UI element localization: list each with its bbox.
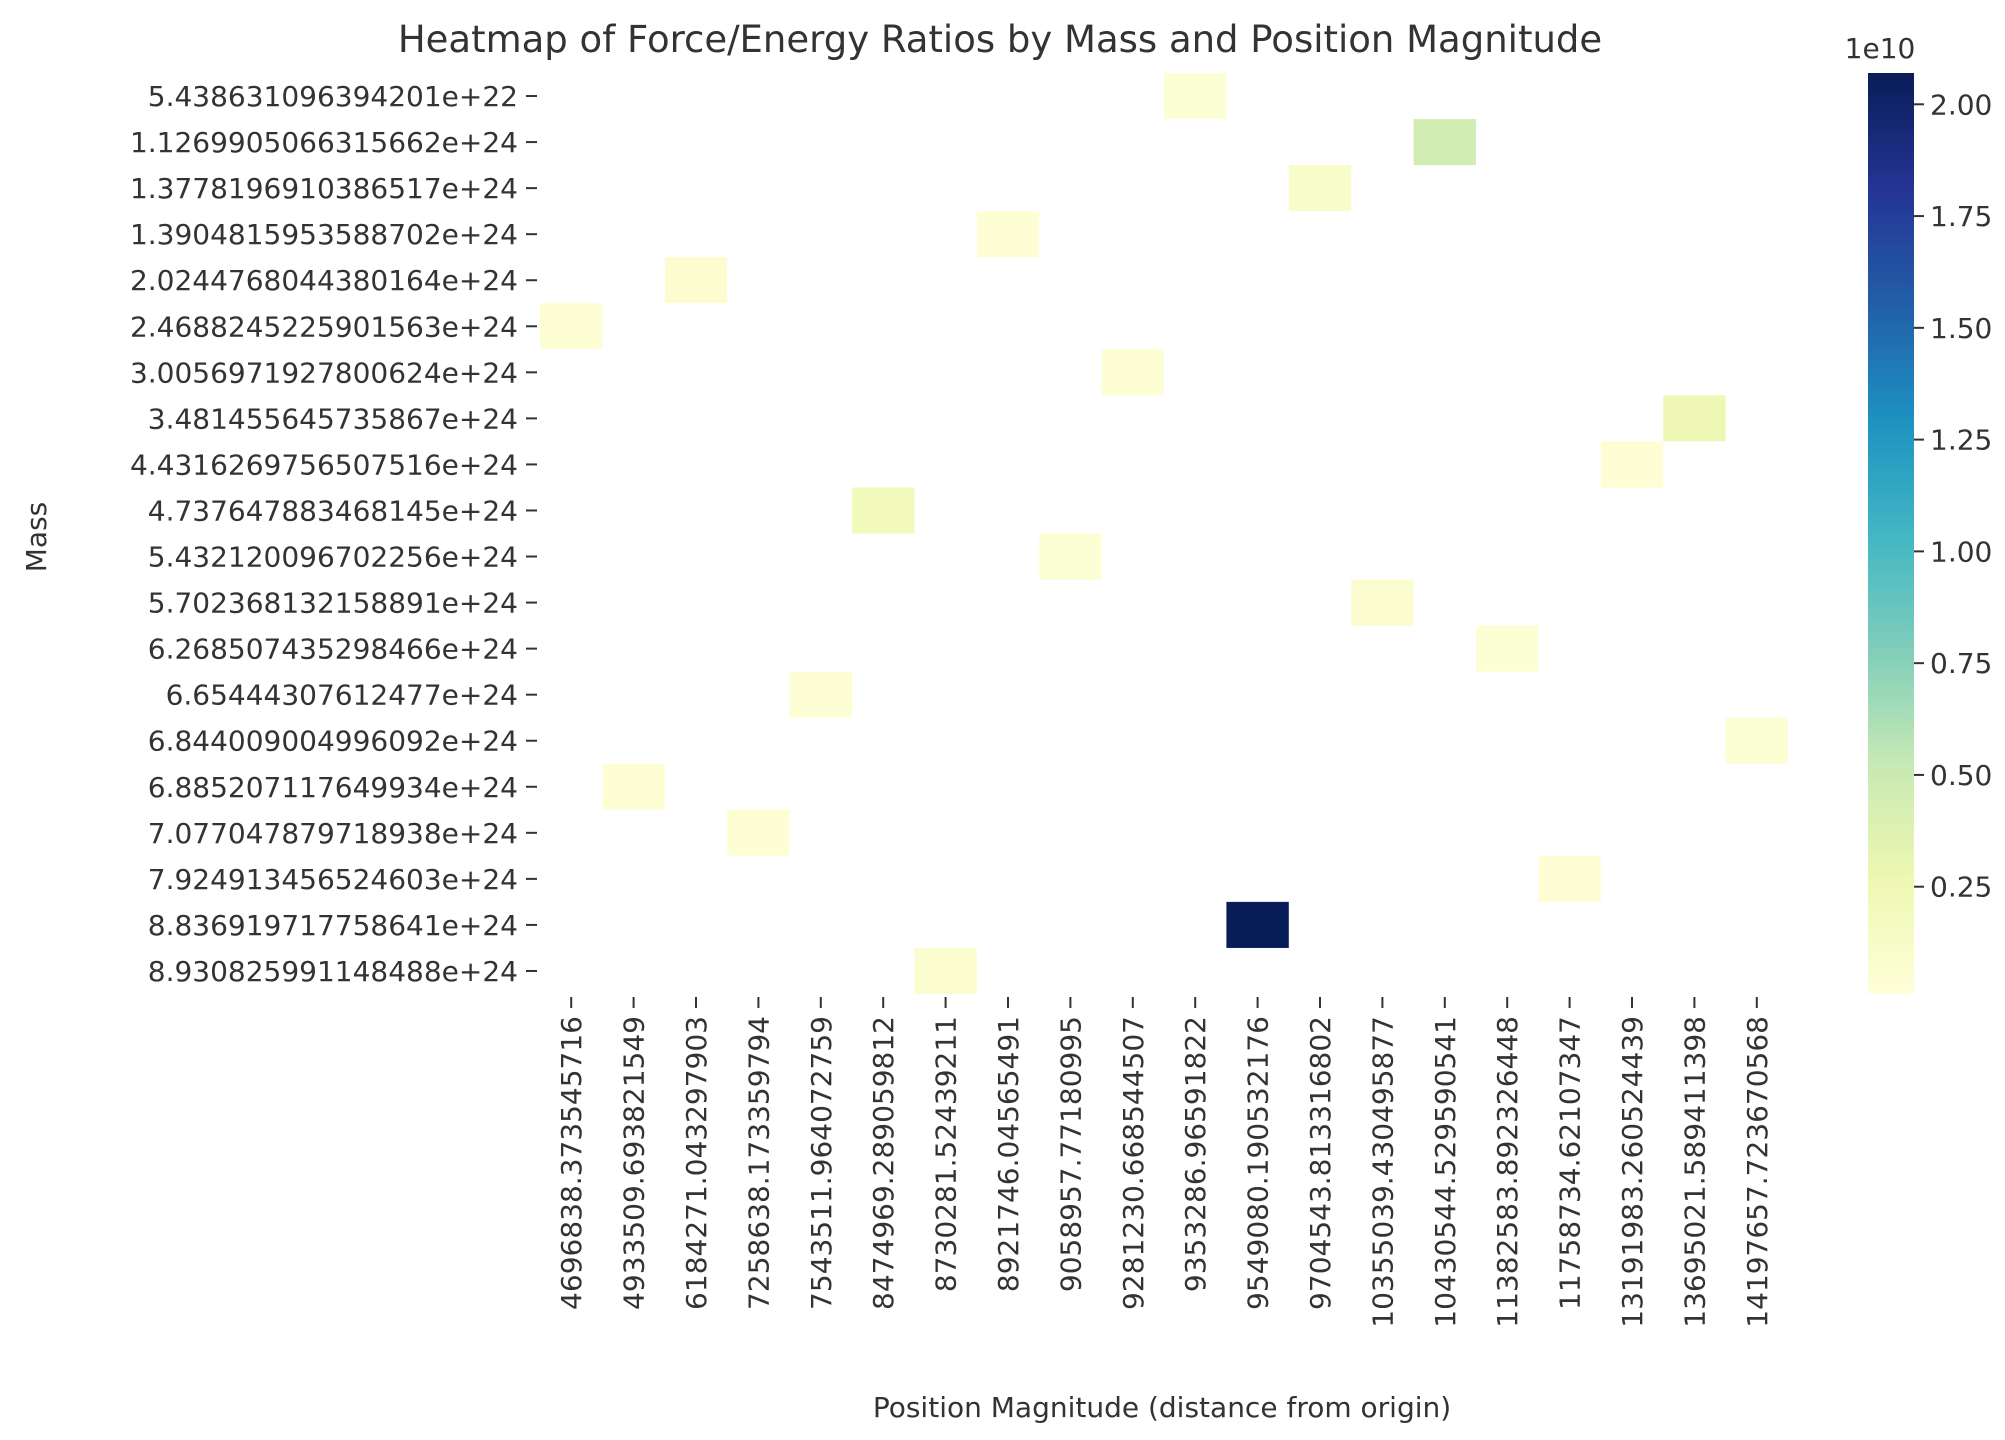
y-tick-label: 6.885207117649934e+24 — [148, 771, 518, 804]
x-tick-label: 9704543.813316802 — [1304, 1016, 1337, 1310]
x-tick-label: 10430544.529590541 — [1429, 1016, 1462, 1328]
x-tick-label: 11758734.62107347 — [1554, 1016, 1587, 1310]
heatmap-cell — [664, 257, 728, 304]
heatmap-cell — [602, 763, 665, 810]
heatmap-cell — [1101, 349, 1164, 396]
x-tick-label: 9353286.96591822 — [1179, 1016, 1212, 1292]
heatmap-cell — [1351, 579, 1414, 626]
heatmap-cell — [1663, 395, 1726, 442]
heatmap-cell — [1476, 625, 1539, 672]
y-tick-label: 5.702368132158891e+24 — [148, 587, 518, 620]
heatmap-cell — [1538, 855, 1601, 902]
y-tick-label: 2.0244768044380164e+24 — [130, 264, 518, 297]
colorbar-offset-label: 1e10 — [1845, 32, 1916, 65]
x-axis-label: Position Magnitude (distance from origin… — [873, 1391, 1451, 1424]
y-tick-label: 5.432120096702256e+24 — [148, 541, 518, 574]
x-tick-label: 9058957.77180995 — [1054, 1016, 1087, 1292]
x-tick-label: 13191983.260524439 — [1616, 1016, 1649, 1328]
heatmap-cell — [1226, 901, 1289, 948]
x-tick-label: 14197657.723670568 — [1741, 1016, 1774, 1328]
heatmap-cell — [852, 487, 915, 534]
x-tick-label: 8921746.04565491 — [992, 1016, 1025, 1292]
colorbar-tick-label: 0.75 — [1930, 647, 1992, 680]
heatmap-cells — [540, 73, 1788, 994]
x-tick-label: 4933509.693821549 — [618, 1016, 651, 1310]
y-tick-label: 7.924913456524603e+24 — [148, 863, 518, 896]
y-axis-ticks: 5.438631096394201e+22 1.1269905066315662e… — [130, 80, 537, 988]
y-tick-label: 7.077047879718938e+24 — [148, 817, 518, 850]
heatmap-cell — [1413, 119, 1476, 166]
y-tick-label: 5.438631096394201e+22 — [148, 80, 518, 113]
y-axis-label: Mass — [20, 502, 53, 573]
heatmap-cell — [976, 211, 1040, 258]
x-tick-label: 7258638.173359794 — [742, 1016, 775, 1310]
colorbar-gradient — [1868, 73, 1914, 994]
heatmap-cell — [1164, 73, 1227, 120]
colorbar-tick-label: 0.50 — [1930, 759, 1992, 792]
colorbar-tick-label: 1.50 — [1930, 312, 1992, 345]
heatmap-cell — [914, 947, 977, 994]
heatmap-cell — [1725, 717, 1788, 764]
y-tick-label: 3.481455645735867e+24 — [148, 402, 518, 435]
colorbar-tick-label: 1.25 — [1930, 424, 1992, 457]
x-tick-label: 10355039.430495877 — [1366, 1016, 1399, 1328]
x-tick-label: 9549080.190532176 — [1242, 1016, 1275, 1310]
y-tick-label: 6.844009004996092e+24 — [148, 725, 518, 758]
x-tick-label: 6184271.043297903 — [680, 1016, 713, 1310]
colorbar-tick-label: 1.00 — [1930, 535, 1992, 568]
heatmap-cell — [727, 809, 790, 856]
y-tick-label: 1.1269905066315662e+24 — [130, 126, 518, 159]
heatmap-cell — [540, 303, 603, 350]
x-tick-label: 11382583.892326448 — [1491, 1016, 1524, 1328]
colorbar-ticks: 0.25 0.50 0.75 1.00 1.25 1.50 1.75 2.00 — [1914, 88, 1992, 904]
heatmap-cell — [1039, 533, 1102, 580]
y-tick-label: 8.836919717758641e+24 — [148, 909, 518, 942]
heatmap-cell — [1600, 441, 1664, 488]
y-tick-label: 2.4688245225901563e+24 — [130, 310, 518, 343]
y-tick-label: 6.65444307612477e+24 — [166, 679, 518, 712]
colorbar-tick-label: 0.25 — [1930, 871, 1992, 904]
y-tick-label: 4.4316269756507516e+24 — [130, 448, 518, 481]
colorbar: 0.25 0.50 0.75 1.00 1.25 1.50 1.75 2.00 1e10 — [1845, 32, 1992, 994]
x-tick-label: 8730281.52439211 — [930, 1016, 963, 1292]
colorbar-tick-label: 2.00 — [1930, 88, 1992, 121]
y-tick-label: 3.0056971927800624e+24 — [130, 356, 518, 389]
x-axis-ticks: 4696838.373545716 4933509.693821549 618427… — [555, 997, 1774, 1328]
y-tick-label: 1.3904815953588702e+24 — [130, 218, 518, 251]
x-tick-label: 7543511.964072759 — [805, 1016, 838, 1310]
chart-title: Heatmap of Force/Energy Ratios by Mass a… — [398, 18, 1602, 61]
y-tick-label: 1.3778196910386517e+24 — [130, 172, 518, 205]
x-tick-label: 8474969.289059812 — [867, 1016, 900, 1310]
heatmap-cell — [1288, 165, 1352, 212]
colorbar-tick-label: 1.75 — [1930, 200, 1992, 233]
x-tick-label: 13695021.589411398 — [1678, 1016, 1711, 1328]
x-tick-label: 9281230.668544507 — [1117, 1016, 1150, 1310]
heatmap-cell — [789, 671, 852, 718]
x-tick-label: 4696838.373545716 — [555, 1016, 588, 1310]
y-tick-label: 4.737647883468145e+24 — [148, 494, 518, 527]
y-tick-label: 8.930825991148488e+24 — [148, 955, 518, 988]
y-tick-label: 6.268507435298466e+24 — [148, 633, 518, 666]
